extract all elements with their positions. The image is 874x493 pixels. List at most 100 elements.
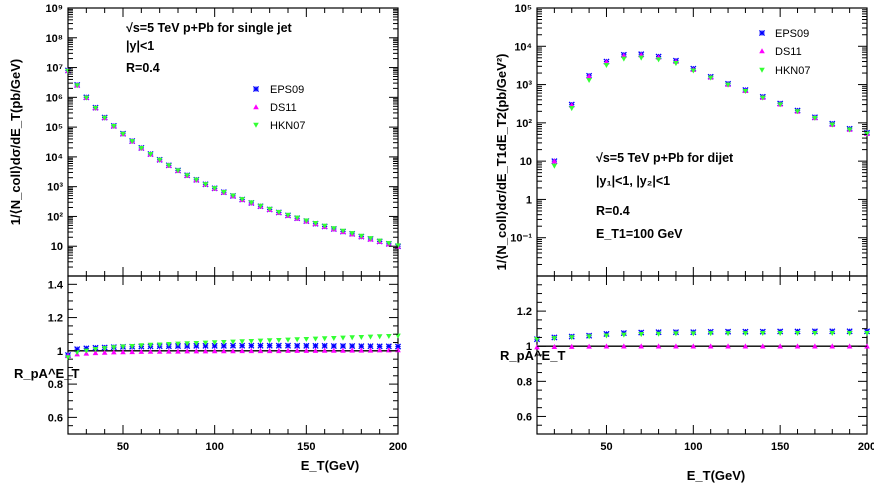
left-top-point-hkn07-35	[386, 240, 392, 247]
left-bottom-point-hkn07-4	[101, 346, 108, 352]
left-top-ytick-label-1: 10²	[47, 211, 63, 223]
left-bottom-ylabel: R_pA^E_T	[14, 366, 79, 381]
right-bottom-point-hkn07-7	[655, 331, 662, 337]
right-top-point-hkn07-2	[586, 77, 592, 84]
left-bottom-point-ds11-24	[285, 347, 291, 353]
left-bottom-point-hkn07-23	[276, 337, 282, 343]
right-bottom-point-ds11-15	[794, 343, 801, 349]
left-top-point-hkn07-29	[331, 226, 337, 232]
left-top-point-hkn07-34	[376, 238, 383, 244]
left-top-point-hkn07-11	[166, 163, 172, 169]
right-top-point-ds11-2	[586, 73, 592, 79]
left-bottom-point-hkn07-31	[349, 335, 355, 341]
right-top-legend-ds11: DS11	[775, 46, 802, 58]
left-bottom-ytick-label-2: 1	[57, 346, 63, 358]
left-top-point-hkn07-31	[349, 231, 355, 237]
right-top-point-hkn07-6	[655, 57, 662, 63]
left-top-ytick-label-8: 10⁹	[46, 3, 63, 15]
left-bottom-point-hkn07-10	[156, 342, 163, 348]
left-top-point-hkn07-26	[303, 218, 310, 224]
right-bottom-ticks: 0.6 0.8 1 1.2 50 100 150 200	[517, 275, 874, 453]
left-bottom-xtick-label-2: 150	[297, 441, 315, 453]
left-bottom-point-hkn07-34	[376, 334, 383, 340]
left-top-point-hkn07-28	[321, 223, 328, 229]
rt-legend-marker-hkn07	[759, 67, 765, 73]
left-top-ytick-label-2: 10³	[47, 182, 63, 194]
left-top-ytick-label-6: 10⁷	[46, 63, 63, 75]
right-top-point-ds11-0	[551, 158, 558, 164]
left-top-annotation-2: |y|<1	[126, 39, 154, 53]
left-bottom-point-ds11-32	[358, 347, 365, 353]
right-bottom-point-hkn07-11	[725, 331, 731, 337]
left-bottom-point-ds11-22	[266, 348, 273, 354]
left-bottom-point-hkn07-18	[230, 339, 236, 345]
right-top-ticks: 10⁻¹ 1 10 10² 10³ 10⁴ 10⁵	[510, 3, 868, 277]
left-bottom-point-hkn07-11	[166, 341, 172, 347]
left-bottom-point-ds11-27	[312, 347, 319, 353]
left-bottom-point-ds11-34	[376, 347, 383, 353]
right-top-point-hkn07-15	[812, 115, 818, 121]
rt-legend-marker-ds11	[759, 48, 765, 54]
left-top-legend: EPS09 DS11 HKN07	[252, 84, 305, 132]
left-top-point-hkn07-16	[211, 186, 218, 192]
right-top-ytick-label-1: 1	[526, 194, 532, 206]
right-top-points	[551, 51, 871, 169]
left-bottom-point-hkn07-12	[175, 341, 181, 347]
right-top-annotation-1: √s=5 TeV p+Pb for dijet	[596, 151, 734, 165]
right-bottom-xtick-label-2: 150	[771, 441, 789, 453]
left-bottom-point-eps09-31	[349, 342, 356, 350]
right-bottom-point-ds11-5	[621, 343, 627, 349]
left-bottom-point-hkn07-36	[395, 333, 401, 339]
right-bottom-point-ds11-16	[812, 343, 818, 349]
right-bottom-point-hkn07-13	[759, 330, 766, 337]
lt-legend-marker-eps09	[252, 85, 260, 93]
right-top-legend-hkn07: HKN07	[775, 65, 810, 77]
left-bottom-point-ds11-25	[294, 347, 300, 353]
left-bottom-point-hkn07-17	[221, 339, 227, 345]
right-bottom-point-ds11-14	[777, 343, 783, 349]
left-bottom-point-ds11-10	[156, 348, 163, 354]
right-bottom-point-hkn07-8	[673, 331, 679, 337]
left-bottom-point-ds11-7	[129, 349, 135, 355]
left-top-point-hkn07-1	[74, 83, 80, 89]
left-top-panel: 10 10² 10³ 10⁴ 10⁵ 10⁶ 10⁷ 10⁸ 10⁹ √s=5 TeV p+Pb…	[8, 3, 402, 277]
left-bottom-point-hkn07-0	[65, 355, 71, 361]
left-bottom-point-hkn07-16	[211, 340, 218, 346]
right-bottom-point-hkn07-3	[586, 334, 592, 340]
right-top-legend: EPS09 DS11 HKN07	[758, 28, 810, 77]
left-bottom-point-hkn07-32	[358, 334, 365, 341]
left-top-point-hkn07-17	[221, 189, 227, 196]
left-bottom-point-ds11-12	[175, 348, 181, 354]
left-bottom-point-eps09-32	[358, 343, 365, 350]
rt-legend-marker-eps09	[758, 29, 766, 37]
left-bottom-point-ds11-8	[138, 348, 145, 354]
left-top-ytick-label-7: 10⁸	[46, 33, 63, 45]
right-bottom-point-ds11-13	[759, 343, 766, 349]
left-bottom-point-ds11-33	[367, 347, 374, 353]
left-bottom-point-ds11-28	[321, 347, 328, 353]
right-bottom-xtick-label-0: 50	[600, 441, 612, 453]
right-top-point-hkn07-11	[742, 88, 749, 95]
left-bottom-point-eps09-30	[339, 342, 347, 350]
left-bottom-point-hkn07-8	[138, 343, 145, 349]
left-bottom-point-hkn07-33	[367, 334, 374, 340]
left-top-point-hkn07-23	[276, 209, 282, 215]
right-top-ytick-label-6: 10⁵	[515, 3, 532, 15]
right-top-point-hkn07-8	[690, 68, 697, 74]
left-bottom-point-hkn07-26	[303, 336, 310, 342]
right-top-legend-eps09: EPS09	[775, 28, 809, 40]
left-bottom-point-hkn07-24	[285, 337, 291, 343]
left-top-point-hkn07-30	[340, 228, 346, 234]
left-bottom-point-hkn07-30	[340, 335, 346, 341]
left-bottom-point-eps09-29	[330, 342, 337, 350]
right-bottom-xtick-label-1: 100	[684, 441, 702, 453]
right-top-point-hkn07-14	[794, 109, 801, 115]
left-top-frame	[67, 7, 399, 277]
right-bottom-points	[533, 328, 871, 350]
right-top-panel: 10⁻¹ 1 10 10² 10³ 10⁴ 10⁵ √s=5 TeV p+Pb for di…	[494, 3, 871, 277]
left-top-point-hkn07-25	[294, 215, 300, 221]
right-bottom-panel: 0.6 0.8 1 1.2 50 100 150 200 R_pA^E_T E_T(GeV)	[500, 275, 874, 483]
left-bottom-point-hkn07-28	[321, 336, 328, 342]
right-bottom-point-ds11-3	[586, 343, 592, 349]
right-bottom-ytick-label-3: 1.2	[517, 306, 532, 318]
